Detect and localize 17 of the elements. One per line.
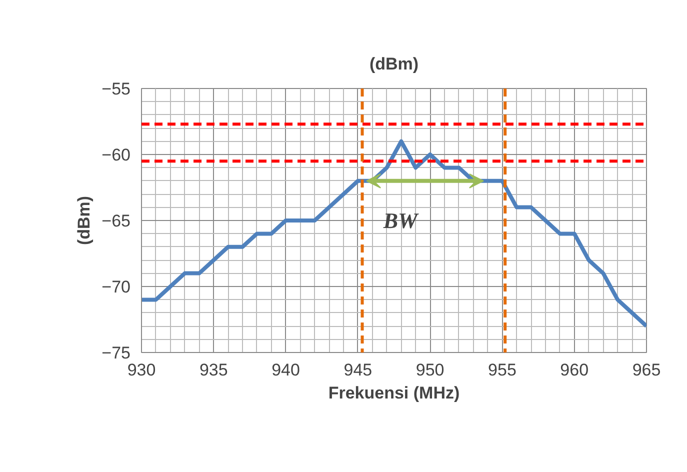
y-tick-label: −65 [102, 212, 131, 230]
y-tick-label: −75 [102, 344, 131, 362]
y-tick-label: −60 [102, 146, 131, 164]
x-tick-label: 935 [199, 360, 228, 380]
x-tick-label: 955 [488, 360, 516, 380]
chart-title: (dBm) [369, 54, 419, 74]
x-axis-title: Frekuensi (MHz) [328, 384, 460, 402]
x-tick-label: 950 [416, 360, 444, 380]
x-tick-label: 940 [272, 360, 300, 380]
line-series [142, 139, 646, 328]
x-tick-label: 960 [560, 360, 589, 380]
x-tick-label: 965 [632, 360, 661, 380]
y-axis-title: (dBm) [74, 196, 94, 246]
y-tick-label: −70 [102, 278, 131, 296]
y-tick-label: −55 [102, 80, 131, 98]
x-tick-label: 945 [344, 360, 372, 380]
x-tick-label: 930 [127, 360, 156, 380]
